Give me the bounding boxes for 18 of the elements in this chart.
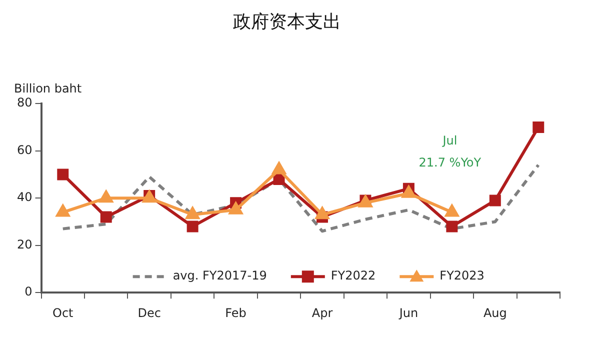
annotation: Jul (442, 134, 458, 148)
annotation: 21.7 %YoY (418, 156, 482, 170)
x-tick-label: Feb (225, 306, 246, 320)
y-tick-label: 0 (24, 284, 32, 299)
legend-label: avg. FY2017-19 (172, 268, 267, 283)
x-tick-label: Jun (398, 306, 418, 320)
y-tick-label: 60 (16, 142, 32, 157)
y-tick-label: 40 (16, 190, 32, 204)
legend-label: FY2023 (440, 268, 484, 283)
x-tick-label: Dec (138, 306, 161, 320)
y-tick-label: 20 (16, 237, 32, 252)
legend-label: FY2022 (330, 268, 376, 283)
x-tick-label: Oct (52, 306, 74, 320)
y-axis-title: Billion baht (14, 82, 82, 96)
x-tick-label: Apr (312, 306, 333, 320)
chart-title: 政府资本支出 (233, 11, 341, 32)
x-tick-label: Aug (483, 306, 507, 320)
y-tick-label: 80 (16, 96, 32, 110)
